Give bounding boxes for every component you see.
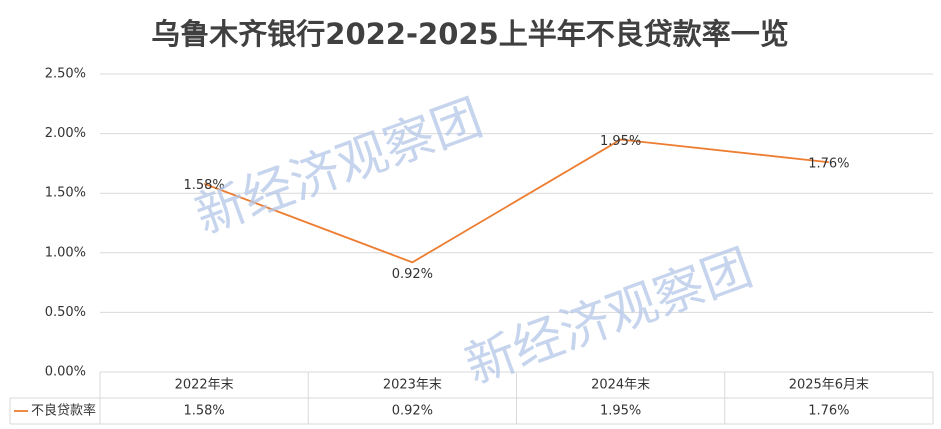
table-value: 1.76%	[808, 404, 849, 419]
y-tick-label: 0.50%	[45, 305, 86, 320]
legend-label: 不良贷款率	[31, 403, 96, 419]
data-label: 1.95%	[600, 134, 641, 149]
y-tick-label: 0.00%	[45, 365, 86, 380]
data-label: 0.92%	[392, 267, 433, 282]
x-tick-label: 2025年6月末	[789, 378, 869, 393]
watermark: 新经济观察团	[188, 88, 490, 245]
data-label: 1.76%	[808, 157, 849, 172]
table-value: 1.58%	[183, 404, 224, 419]
table-value: 1.95%	[600, 404, 641, 419]
x-tick-label: 2024年末	[591, 378, 650, 393]
y-tick-label: 2.00%	[45, 126, 86, 141]
y-tick-label: 2.50%	[45, 67, 86, 82]
x-tick-label: 2023年末	[383, 378, 442, 393]
y-tick-label: 1.50%	[45, 186, 86, 201]
y-tick-label: 1.00%	[45, 245, 86, 260]
table-value: 0.92%	[392, 404, 433, 419]
chart-title: 乌鲁木齐银行2022-2025上半年不良贷款率一览	[151, 17, 788, 51]
x-tick-label: 2022年末	[175, 378, 234, 393]
series-line	[203, 138, 829, 264]
data-label: 1.58%	[183, 178, 224, 193]
